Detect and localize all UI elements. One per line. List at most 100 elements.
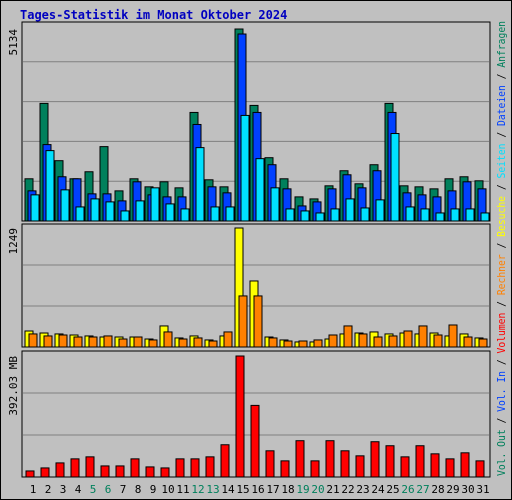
bar [193,337,203,348]
bar [343,325,353,348]
bar [165,203,175,222]
bar [60,189,70,222]
x-tick-label: 19 [296,483,309,496]
bar [160,467,170,478]
bar [220,444,230,478]
bar [385,445,395,478]
bar [145,466,155,478]
bar [415,445,425,478]
bar [133,336,143,348]
bar [135,200,145,222]
bar [463,336,473,348]
legend-entry: Vol. In [495,371,508,412]
legend-separator: / [495,354,508,372]
bar [55,462,65,478]
bar [480,212,490,222]
bar [435,212,445,222]
x-tick-label: 4 [75,483,82,496]
bar [403,330,413,348]
bar [223,331,233,348]
bar [43,335,53,348]
bar [340,450,350,478]
bar [240,114,250,222]
x-tick-label: 12 [191,483,204,496]
x-tick-label: 5 [90,483,97,496]
bar [28,333,38,348]
legend-separator: / [495,237,508,255]
bar [150,187,160,222]
x-tick-label: 8 [135,483,142,496]
x-tick-label: 17 [266,483,279,496]
bar [180,208,190,222]
bar [90,198,100,222]
x-tick-label: 30 [461,483,474,496]
bar [310,460,320,478]
bar [298,340,308,348]
bar [118,338,128,348]
legend-entry: Volumen [495,313,508,354]
bar [478,338,488,348]
bar [265,450,275,478]
legend-entry: Vol. Out [495,429,508,476]
bar [88,336,98,348]
bar [420,208,430,222]
y-tick-label: 5134 [7,29,20,56]
x-tick-label: 26 [401,483,414,496]
bar [178,338,188,348]
bar [175,458,185,478]
legend-entry: Rechner [495,254,508,295]
bar [190,458,200,478]
bar [448,324,458,348]
bar [325,440,335,478]
bar [328,334,338,348]
bar [375,199,385,222]
x-tick-label: 20 [311,483,324,496]
bar [30,194,40,222]
legend-entry: Dateien [495,85,508,126]
bar [148,339,158,348]
bar [390,133,400,222]
x-tick-label: 6 [105,483,112,496]
bar [445,458,455,478]
bar [73,336,83,348]
bar [400,456,410,478]
legend-separator: / [495,126,508,144]
bar [255,158,265,222]
x-tick-label: 18 [281,483,294,496]
bar [295,440,305,478]
bar [195,147,205,222]
x-tick-label: 15 [236,483,249,496]
bar [70,458,80,478]
x-tick-label: 11 [176,483,189,496]
bar [130,458,140,478]
legend-entry: Seiten [495,143,508,178]
x-tick-label: 25 [386,483,399,496]
bar [280,460,290,478]
x-tick-label: 16 [251,483,264,496]
bar [103,335,113,348]
bar [405,206,415,222]
bar [270,187,280,222]
bar [388,335,398,348]
x-tick-label: 22 [341,483,354,496]
bar [25,470,35,478]
y-tick-label: 392.03 MB [7,356,20,416]
legend-entry: Besuche [495,196,508,237]
x-tick-label: 7 [120,483,127,496]
bar [85,456,95,478]
bar [208,340,218,348]
bar [45,150,55,222]
legend-entry: Anfragen [495,21,508,68]
x-tick-label: 2 [45,483,52,496]
bar [430,453,440,478]
bar [40,467,50,478]
bar [345,198,355,222]
x-tick-label: 31 [476,483,489,496]
bar [115,465,125,478]
bar [163,331,173,348]
legend-separator: / [495,295,508,313]
bar [370,441,380,478]
bar [460,452,470,478]
bar [205,456,215,478]
bar [418,325,428,348]
